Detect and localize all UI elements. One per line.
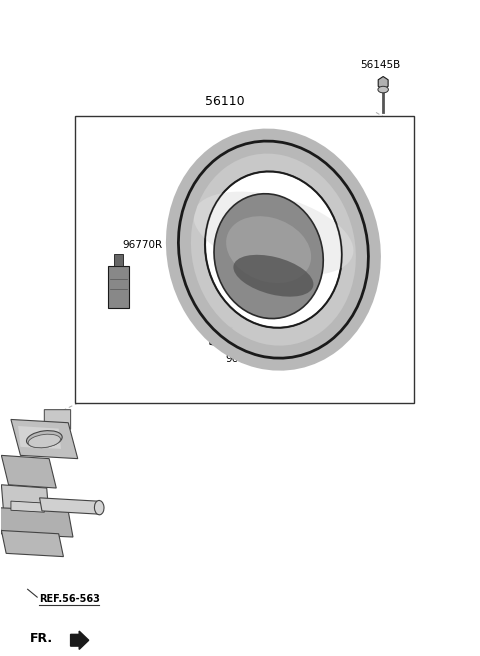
Bar (108, 266, 129, 308)
Polygon shape (11, 501, 44, 512)
Bar (114, 254, 123, 266)
Ellipse shape (226, 216, 311, 283)
Ellipse shape (182, 146, 372, 363)
Text: 56110: 56110 (204, 95, 244, 108)
Polygon shape (11, 419, 78, 459)
Text: 96770L: 96770L (226, 354, 264, 364)
Text: REF.56-563: REF.56-563 (39, 594, 100, 604)
Polygon shape (0, 508, 73, 537)
Text: FR.: FR. (30, 632, 53, 645)
Ellipse shape (95, 501, 104, 515)
Ellipse shape (193, 192, 353, 276)
Ellipse shape (214, 194, 323, 319)
Text: 56145B: 56145B (360, 60, 401, 70)
Ellipse shape (233, 255, 313, 297)
Text: 96770R: 96770R (122, 239, 162, 250)
Polygon shape (209, 318, 235, 348)
Polygon shape (378, 77, 388, 90)
Ellipse shape (378, 87, 388, 93)
Polygon shape (18, 426, 61, 449)
Ellipse shape (26, 430, 62, 447)
FancyArrow shape (71, 631, 89, 649)
Polygon shape (1, 531, 63, 557)
Polygon shape (1, 455, 56, 488)
Ellipse shape (205, 171, 342, 328)
Polygon shape (211, 321, 233, 335)
Bar (75, 115, 414, 403)
Polygon shape (44, 409, 71, 429)
Ellipse shape (28, 434, 60, 448)
Ellipse shape (179, 141, 368, 358)
Polygon shape (39, 498, 99, 514)
Polygon shape (1, 485, 49, 518)
